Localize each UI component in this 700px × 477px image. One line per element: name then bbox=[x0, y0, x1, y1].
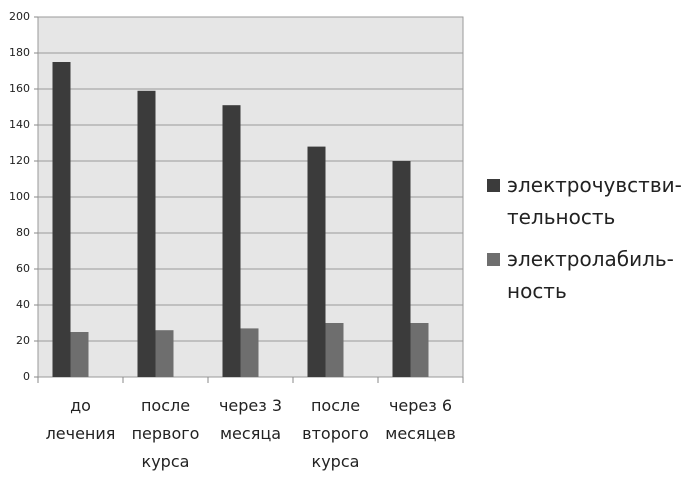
legend-label: электролабиль-ность bbox=[507, 247, 674, 303]
y-tick-label: 60 bbox=[16, 262, 30, 275]
bar bbox=[222, 105, 241, 377]
y-tick-label: 20 bbox=[16, 334, 30, 347]
x-tick-label: через 6 месяцев bbox=[385, 396, 456, 443]
y-tick-label: 200 bbox=[9, 10, 30, 23]
y-tick-label: 80 bbox=[16, 226, 30, 239]
legend-label: электрочувстви-тельность bbox=[507, 173, 682, 229]
y-tick-label: 180 bbox=[9, 46, 30, 59]
y-tick-label: 0 bbox=[23, 370, 30, 383]
y-tick-label: 40 bbox=[16, 298, 30, 311]
bar bbox=[325, 323, 344, 377]
bar bbox=[137, 90, 156, 378]
y-tick-label: 160 bbox=[9, 82, 30, 95]
bar bbox=[410, 323, 429, 377]
legend-swatch bbox=[487, 179, 500, 192]
y-tick-label: 140 bbox=[9, 118, 30, 131]
y-tick-label: 120 bbox=[9, 154, 30, 167]
bar bbox=[155, 330, 174, 377]
x-tick-label: после первого курса bbox=[132, 396, 200, 471]
bar bbox=[307, 146, 326, 377]
bar bbox=[52, 62, 71, 377]
y-tick-label: 100 bbox=[9, 190, 30, 203]
legend-swatch bbox=[487, 253, 500, 266]
bar bbox=[240, 328, 259, 377]
bar bbox=[392, 161, 411, 377]
x-tick-label: через 3 месяца bbox=[219, 396, 282, 443]
x-tick-label: после второго курса bbox=[302, 396, 369, 471]
x-tick-label: до лечения bbox=[46, 396, 116, 443]
bar bbox=[70, 332, 89, 377]
